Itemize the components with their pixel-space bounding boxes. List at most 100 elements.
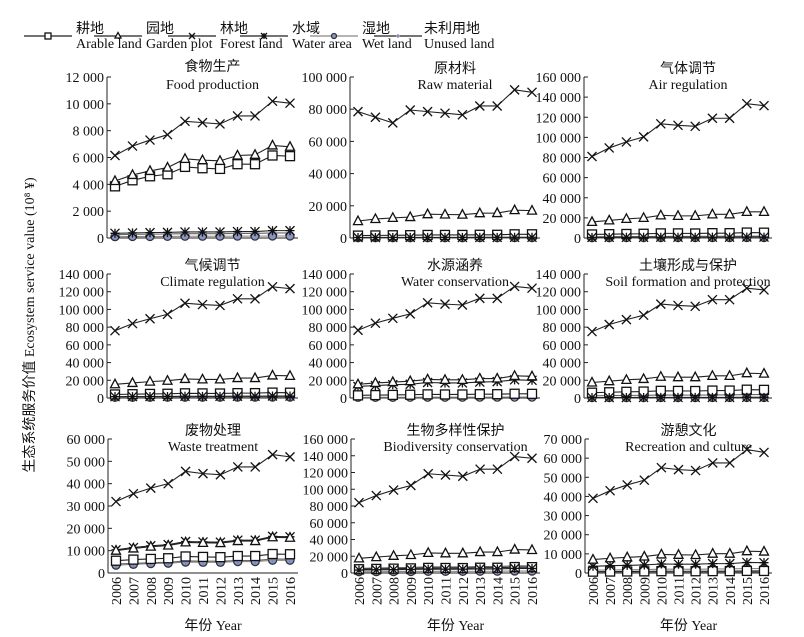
y-tick-label: 20 000 [543,374,582,389]
y-tick-label: 100 000 [536,303,582,318]
data-point-triangle-marker [491,206,503,218]
y-tick-label: 12 000 [66,71,105,86]
series-garden [586,205,770,227]
data-point-triangle-marker [724,207,736,219]
data-point-triangle-marker [161,374,174,385]
data-point-triangle-marker [706,369,718,381]
data-point-x-marker [639,475,650,486]
data-point-star-marker [690,559,701,570]
data-point-triangle-marker [689,370,701,382]
y-tick-label: 8 000 [73,125,105,140]
data-point-x-marker [474,293,485,304]
data-point-x-marker [655,299,666,310]
data-point-triangle-marker [126,376,139,388]
y-tick-label: 140 000 [303,450,349,465]
data-point-x-marker [605,485,616,496]
y-tick-label: 120 000 [302,286,348,301]
x-axis-title: 年份 Year [660,618,718,634]
data-point-x-marker [638,310,649,321]
data-point-x-marker [492,293,503,304]
y-tick-label: 80 000 [309,321,348,336]
data-point-x-marker [638,131,649,142]
legend-label-cn: 园地 [146,22,174,37]
series-line [592,448,765,499]
legend-label-cn: 水域 [292,22,320,37]
chart-title-en: Raw material [417,78,492,93]
x-tick-label: 2013 [707,577,722,605]
data-point-square-marker [387,389,398,401]
data-point-star-marker [673,392,683,403]
data-point-triangle-marker [526,543,538,555]
data-point-x-marker [163,478,174,489]
data-point-star-marker [509,232,520,243]
data-point-triangle-marker [707,547,719,558]
x-axis-title: 年份 Year [427,618,485,634]
x-tick-label: 2016 [526,577,541,605]
y-tick-label: 4 000 [73,178,105,193]
data-point-x-marker [759,284,769,295]
data-point-x-marker [111,496,121,507]
chart-title-en: Waste treatment [168,440,258,455]
data-point-triangle-marker [369,212,381,224]
legend-symbol-arable [24,32,72,40]
y-tick-label: 160 000 [303,433,349,448]
data-point-square-marker [457,389,468,400]
y-tick-label: 2 000 [73,205,105,220]
data-point-triangle-marker [758,205,770,216]
x-tick-label: 2015 [267,577,282,605]
data-point-x-marker [509,84,520,95]
data-point-star-marker [250,226,260,237]
data-point-triangle-marker [249,371,261,383]
data-point-x-marker [673,120,683,131]
data-point-triangle-marker [474,372,486,383]
legend-label-en: Unused land [424,37,495,52]
series-line [357,89,533,124]
data-point-star-marker [655,392,666,403]
legend-label-en: Forest land [220,37,283,52]
chart-title-en: Food production [166,78,259,93]
y-tick-label: 20 000 [309,200,348,215]
data-point-triangle-marker [266,139,279,150]
series-line [115,454,291,503]
data-point-star-marker [724,232,735,243]
chart-title-en: Recreation and culture [625,440,752,455]
data-point-x-marker [492,464,503,475]
series-garden [109,369,296,389]
chart-title-cn: 游憩文化 [661,422,717,439]
data-point-x-marker [422,297,433,308]
data-point-triangle-marker [474,545,486,557]
data-point-x-marker [387,313,398,324]
data-point-triangle-marker [127,542,139,553]
data-point-triangle-marker [491,372,503,383]
data-point-star-marker [180,391,190,402]
legend-symbol-forest [168,32,216,40]
legend-item-forest: 林地 Forest land [220,22,283,52]
chart-title-cn: 水源涵养 [427,258,483,274]
data-point-x-marker [509,281,520,292]
data-point-square-marker [214,163,226,175]
data-point-x-marker [440,470,451,480]
data-point-triangle-marker [214,373,226,384]
series-forest [110,281,295,336]
data-point-square-marker [492,389,503,400]
y-tick-label: 70 000 [544,433,583,448]
data-point-x-marker [440,108,450,119]
data-point-triangle-marker [387,375,399,387]
data-point-x-marker [145,313,155,324]
y-tick-label: 20 000 [543,212,582,227]
data-point-star-marker [621,232,632,243]
data-point-square-marker [758,565,770,577]
data-point-x-marker [215,118,225,129]
data-point-x-marker [354,497,364,508]
data-point-square-marker [232,550,243,562]
data-point-square-marker [439,389,451,400]
y-tick-label: 100 000 [302,71,348,86]
data-point-triangle-marker [126,168,139,180]
legend-item-wet: 湿地 Wet land [362,22,412,52]
x-tick-label: 2008 [145,577,160,605]
data-point-star-marker [127,391,138,402]
y-tick-label: 60 000 [66,339,105,354]
